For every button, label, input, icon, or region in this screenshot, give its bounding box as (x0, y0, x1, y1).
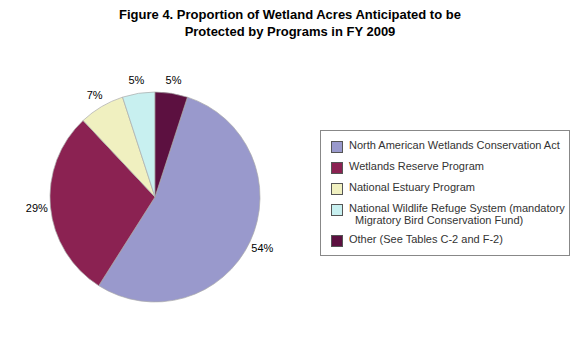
html-text:National Estuary Program: National Estuary Program (349, 181, 475, 193)
html-text:Migratory Bird Conservation Fu: Migratory Bird Conservation Fund) (349, 214, 524, 226)
svg-text:7%: 7% (87, 89, 103, 101)
svg-text:5%: 5% (166, 74, 182, 86)
html-text:National Wildlife Refuge Syste: National Wildlife Refuge System (mandato… (349, 202, 565, 214)
svg-text:29%: 29% (26, 202, 48, 214)
html-text:Figure 4. Proportion of Wetlan: Figure 4. Proportion of Wetland Acres An… (119, 7, 461, 22)
html-text:Wetlands Reserve Program: Wetlands Reserve Program (349, 160, 484, 172)
html-text:Protected by Programs in FY 20: Protected by Programs in FY 2009 (184, 24, 396, 39)
svg-text:54%: 54% (251, 242, 273, 254)
html-text:North American Wetlands Conser: North American Wetlands Conservation Act (349, 139, 560, 151)
svg-text:5%: 5% (128, 74, 144, 86)
html-text:Other (See Tables C-2 and F-2): Other (See Tables C-2 and F-2) (349, 233, 503, 245)
